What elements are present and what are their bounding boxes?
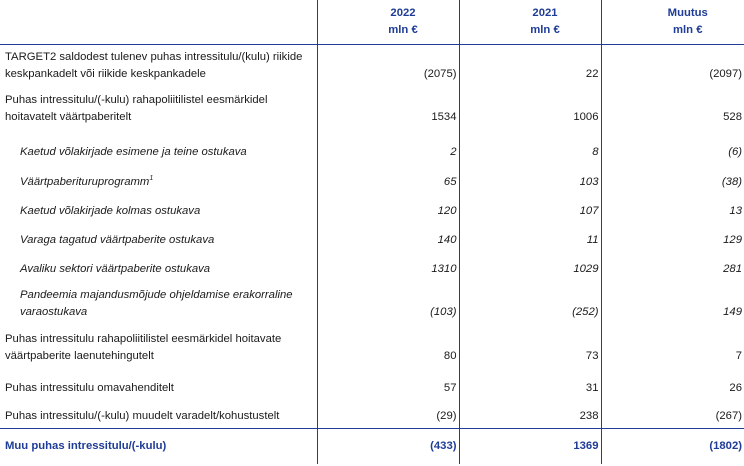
row-label-text: Kaetud võlakirjade kolmas ostukava <box>20 204 201 217</box>
value-2021: 31 <box>458 367 601 400</box>
row-label-text: Puhas intressitulu/(-kulu) rahapoliitili… <box>5 93 268 123</box>
header-2022: 2022 mln € <box>316 0 459 45</box>
table-row: Avaliku sektori väärtpaberite ostukava 13… <box>0 251 744 281</box>
value-change: (38) <box>600 163 744 194</box>
table-row: Puhas intressitulu rahapoliitilistel ees… <box>0 323 744 368</box>
value-change: (267) <box>600 399 744 429</box>
value-change: 129 <box>600 222 744 252</box>
value-change: 7 <box>600 323 744 368</box>
value-2021: 238 <box>458 399 601 429</box>
row-label: TARGET2 saldodest tulenev puhas intressi… <box>0 45 317 86</box>
header-empty <box>0 0 317 45</box>
table-row: Pandeemia majandusmõjude ohjeldamise era… <box>0 280 744 324</box>
header-year: Muutus <box>667 7 708 19</box>
row-label: Puhas intressitulu omavahenditelt <box>0 368 317 400</box>
value-change: (6) <box>600 128 744 164</box>
table-row: Puhas intressitulu/(-kulu) muudelt varad… <box>0 399 744 429</box>
row-label: Kaetud võlakirjade kolmas ostukava <box>0 194 317 223</box>
value-2022: 57 <box>316 367 459 400</box>
row-label: Puhas intressitulu rahapoliitilistel ees… <box>0 324 317 368</box>
value-change: (2097) <box>600 44 744 86</box>
value-2021: 73 <box>458 323 601 368</box>
table-row: Kaetud võlakirjade esimene ja teine ostu… <box>0 128 744 164</box>
value-change: 149 <box>600 280 744 324</box>
header-2021: 2021 mln € <box>458 0 601 45</box>
table-row: Väärtpaberituruprogramm1 65 103 (38) <box>0 163 744 194</box>
table-row: Varaga tagatud väärtpaberite ostukava 140… <box>0 222 744 252</box>
row-label-text: Pandeemia majandusmõjude ohjeldamise era… <box>20 288 293 318</box>
value-change: (1802) <box>600 428 744 464</box>
row-label-text: TARGET2 saldodest tulenev puhas intressi… <box>5 50 303 80</box>
row-label: Väärtpaberituruprogramm1 <box>0 164 317 194</box>
value-2022: (2075) <box>316 44 459 86</box>
table-row: Puhas intressitulu omavahenditelt 57 31 26 <box>0 367 744 400</box>
row-label: Avaliku sektori väärtpaberite ostukava <box>0 252 317 281</box>
value-2022: 65 <box>316 163 459 194</box>
value-change: 26 <box>600 367 744 400</box>
value-2022: 2 <box>316 128 459 164</box>
value-2021: 103 <box>458 163 601 194</box>
row-label: Muu puhas intressitulu/(-kulu) <box>0 428 317 464</box>
row-label-text: Puhas intressitulu omavahenditelt <box>5 381 174 394</box>
total-row: Muu puhas intressitulu/(-kulu) (433) 136… <box>0 428 744 464</box>
value-2021: 8 <box>458 128 601 164</box>
value-2021: 22 <box>458 44 601 86</box>
value-2021: 11 <box>458 222 601 252</box>
header-year: 2021 <box>532 7 558 19</box>
row-label-text: Puhas intressitulu rahapoliitilistel ees… <box>5 332 282 362</box>
header-unit: mln € <box>530 24 560 36</box>
header-year: 2022 <box>390 7 416 19</box>
value-2021: (252) <box>458 280 601 324</box>
table-header: 2022 mln € 2021 mln € Muutus mln € <box>0 0 744 45</box>
value-2022: (103) <box>316 280 459 324</box>
row-label-text: Puhas intressitulu/(-kulu) muudelt varad… <box>5 410 280 422</box>
row-label: Puhas intressitulu/(-kulu) rahapoliitili… <box>0 86 317 129</box>
value-2022: 1310 <box>316 251 459 281</box>
value-2022: 80 <box>316 323 459 368</box>
table-row: TARGET2 saldodest tulenev puhas intressi… <box>0 44 744 86</box>
row-label: Pandeemia majandusmõjude ohjeldamise era… <box>0 281 317 324</box>
value-2021: 1006 <box>458 85 601 129</box>
header-unit: mln € <box>672 24 703 36</box>
value-2022: 120 <box>316 193 459 223</box>
value-2021: 1029 <box>458 251 601 281</box>
row-label-text: Varaga tagatud väärtpaberite ostukava <box>20 233 215 246</box>
header-unit: mln € <box>388 24 418 36</box>
value-2021: 1369 <box>458 428 601 464</box>
row-label: Puhas intressitulu/(-kulu) muudelt varad… <box>0 400 317 429</box>
row-label-text: Väärtpaberituruprogramm <box>20 175 150 188</box>
table-row: Kaetud võlakirjade kolmas ostukava 120 107… <box>0 193 744 223</box>
value-change: 13 <box>600 193 744 223</box>
row-label: Varaga tagatud väärtpaberite ostukava <box>0 223 317 252</box>
row-label-text: Kaetud võlakirjade esimene ja teine ostu… <box>20 145 247 158</box>
value-2022: (29) <box>316 399 459 429</box>
header-change: Muutus mln € <box>600 0 744 45</box>
value-2022: (433) <box>316 428 459 464</box>
value-change: 281 <box>600 251 744 281</box>
value-change: 528 <box>600 85 744 129</box>
row-label-text: Avaliku sektori väärtpaberite ostukava <box>20 262 211 275</box>
row-label: Kaetud võlakirjade esimene ja teine ostu… <box>0 129 317 164</box>
value-2022: 140 <box>316 222 459 252</box>
footnote-marker: 1 <box>149 174 154 182</box>
value-2022: 1534 <box>316 85 459 129</box>
value-2021: 107 <box>458 193 601 223</box>
table-row: Puhas intressitulu/(-kulu) rahapoliitili… <box>0 85 744 129</box>
